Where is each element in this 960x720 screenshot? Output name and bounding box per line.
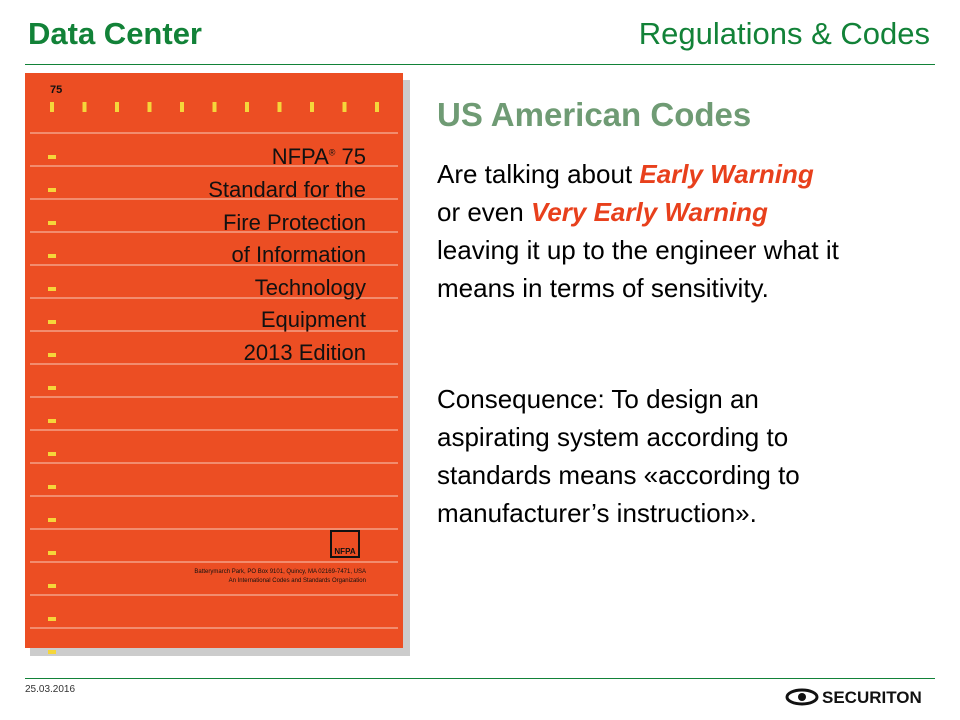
- text-line: standards means «according to: [437, 460, 800, 490]
- highlight: Very Early Warning: [530, 197, 768, 227]
- cover-address-line: Batterymarch Park, PO Box 9101, Quincy, …: [194, 569, 366, 575]
- cover-decoration: [48, 551, 56, 555]
- text-line: aspirating system according to: [437, 422, 789, 452]
- cover-address-line: An International Codes and Standards Org…: [228, 578, 366, 584]
- header-right: Regulations & Codes: [638, 16, 930, 51]
- text: or even: [437, 197, 531, 227]
- cover-decoration: [48, 485, 56, 489]
- reg: ®: [328, 147, 336, 158]
- cover-decoration: [48, 188, 56, 192]
- header-left: Data Center: [28, 16, 202, 51]
- cover-decoration: [48, 419, 56, 423]
- heading: US American Codes: [437, 96, 752, 133]
- cover-decoration: [310, 102, 314, 112]
- cover-decoration: [48, 320, 56, 324]
- cover-brand: NFPA® 75: [272, 144, 366, 170]
- cover-decoration: [48, 584, 56, 588]
- footer-date: 25.03.2016: [25, 684, 76, 695]
- cover-number: 75: [50, 84, 63, 96]
- cover-decoration: [48, 617, 56, 621]
- cover-title-line: 2013 Edition: [243, 339, 366, 365]
- cover-decoration: [212, 102, 217, 112]
- cover-decoration: [245, 102, 249, 112]
- text-line: means in terms of sensitivity.: [437, 269, 839, 307]
- cover-decoration: [48, 353, 56, 357]
- cover-decoration: [147, 102, 152, 112]
- brand-number: 75: [335, 144, 366, 169]
- cover-decoration: [48, 155, 56, 159]
- cover-decoration: [180, 102, 184, 112]
- paragraph: Are talking about Early Warning or even V…: [437, 155, 839, 307]
- logo-eye: [785, 688, 819, 706]
- text-line: Consequence: To design an: [437, 384, 759, 414]
- cover-decoration: [48, 254, 56, 258]
- cover-decoration: [48, 518, 56, 522]
- text-line: Are talking about Early Warning: [437, 155, 839, 193]
- cover-logo: NFPA: [330, 530, 360, 558]
- cover-decoration: [48, 287, 56, 291]
- cover-title: Standard for the Fire Protection of Inform…: [208, 174, 366, 369]
- cover-title-line: Equipment: [260, 307, 366, 332]
- cover-decoration: [115, 102, 119, 112]
- text-line: leaving it up to the engineer what it: [437, 231, 839, 269]
- cover-decoration: [48, 452, 56, 456]
- cover-decoration: [48, 386, 56, 390]
- cover-title-line: of Information: [231, 242, 366, 267]
- brand: NFPA: [271, 144, 329, 169]
- cover-decoration: [82, 102, 87, 112]
- text-line: or even Very Early Warning: [437, 193, 839, 231]
- cover-title-line: Technology: [254, 274, 366, 300]
- footer-logo: SECURITON: [822, 688, 922, 707]
- cover-title-line: Standard for the: [208, 177, 366, 202]
- text: leaving it up to the engineer what it: [437, 235, 839, 265]
- cover-decoration: [48, 221, 56, 225]
- footer-rule: [25, 678, 935, 679]
- cover-decoration: [277, 102, 282, 112]
- cover-decoration: [342, 102, 347, 112]
- cover-title-line: Fire Protection: [222, 209, 366, 235]
- paragraph: Consequence: To design an aspirating syst…: [437, 380, 800, 532]
- text: Are talking about: [437, 159, 640, 189]
- cover-address: Batterymarch Park, PO Box 9101, Quincy, …: [194, 568, 366, 586]
- cover-decoration: [48, 650, 56, 654]
- text: means in terms of sensitivity.: [437, 273, 769, 303]
- cover-decoration: [50, 102, 54, 112]
- text-line: manufacturer’s instruction».: [437, 498, 757, 528]
- highlight: Early Warning: [639, 159, 814, 189]
- book-cover: [25, 73, 410, 656]
- header-rule: [25, 64, 935, 65]
- cover-decoration: [375, 102, 379, 112]
